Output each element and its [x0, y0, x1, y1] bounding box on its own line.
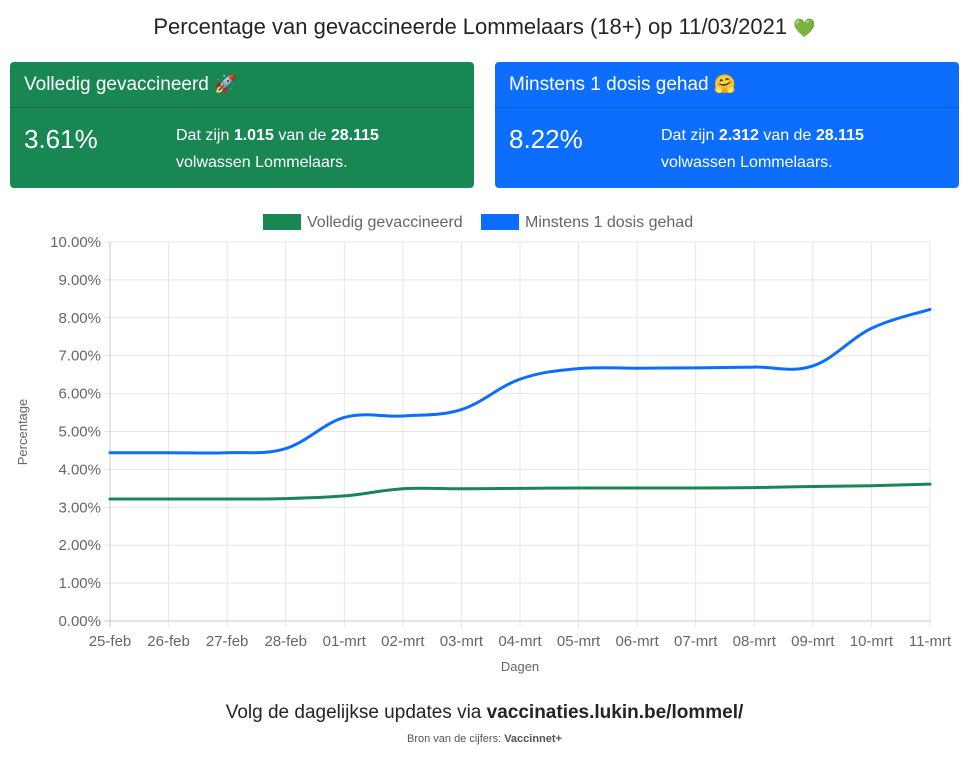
y-tick-label: 9.00%: [58, 272, 101, 289]
x-tick-label: 01-mrt: [323, 633, 367, 650]
fully-vaccinated-count: 1.015: [233, 127, 274, 144]
x-tick-label: 27-feb: [206, 633, 249, 650]
y-tick-label: 4.00%: [58, 461, 101, 478]
x-tick-label: 28-feb: [264, 633, 307, 650]
desc-suffix: volwassen Lommelaars.: [176, 154, 348, 171]
series-line-one-dose: [108, 307, 932, 455]
x-tick-label: 04-mrt: [498, 633, 542, 650]
page-title: Percentage van gevaccineerde Lommelaars …: [0, 14, 969, 40]
card-one-dose-body: 8.22% Dat zijn 2.312 van de 28.115 volwa…: [495, 108, 959, 188]
y-tick-label: 7.00%: [58, 348, 101, 365]
legend-swatch-one-dose: [481, 214, 519, 230]
green-heart-icon: 💚: [793, 18, 816, 39]
x-tick-label: 08-mrt: [733, 633, 777, 650]
card-fully-vaccinated-body: 3.61% Dat zijn 1.015 van de 28.115 volwa…: [10, 108, 474, 188]
y-tick-label: 8.00%: [58, 310, 101, 327]
legend-label-one-dose: Minstens 1 dosis gehad: [525, 214, 693, 231]
y-axis-title: Percentage: [15, 399, 30, 466]
updates-link[interactable]: vaccinaties.lukin.be/lommel/: [486, 702, 744, 723]
desc-prefix: Dat zijn: [176, 127, 230, 144]
y-tick-label: 2.00%: [58, 537, 101, 554]
x-tick-label: 26-feb: [147, 633, 190, 650]
source-name: Vaccinnet+: [504, 733, 562, 745]
x-tick-label: 06-mrt: [615, 633, 659, 650]
x-tick-label: 25-feb: [89, 633, 132, 650]
desc-suffix: volwassen Lommelaars.: [661, 154, 833, 171]
adult-total: 28.115: [815, 127, 864, 144]
source-prefix: Bron van de cijfers:: [406, 733, 502, 745]
card-fully-vaccinated-title: Volledig gevaccineerd: [24, 74, 209, 95]
one-dose-percentage: 8.22%: [509, 124, 583, 154]
legend-label-fully-vaccinated: Volledig gevaccineerd: [307, 214, 463, 231]
footer-prefix: Volg de dagelijkse updates via: [225, 702, 482, 723]
desc-mid: van de: [278, 127, 327, 144]
x-tick-label: 03-mrt: [440, 633, 484, 650]
desc-prefix: Dat zijn: [661, 127, 715, 144]
one-dose-count: 2.312: [718, 127, 759, 144]
one-dose-description: Dat zijn 2.312 van de 28.115 volwassen L…: [661, 122, 864, 176]
x-tick-label: 05-mrt: [557, 633, 601, 650]
card-one-dose-title: Minstens 1 dosis gehad: [509, 74, 709, 95]
y-tick-label: 3.00%: [58, 499, 101, 516]
y-tick-label: 6.00%: [58, 386, 101, 403]
vaccination-line-chart: 0.00% 1.00% 2.00% 3.00% 4.00% 5.00% 6.00% 7.00%…: [15, 214, 952, 674]
y-tick-label: 10.00%: [50, 234, 101, 251]
y-tick-label: 0.00%: [58, 613, 101, 630]
x-tick-label: 09-mrt: [791, 633, 835, 650]
page-title-text: Percentage van gevaccineerde Lommelaars …: [153, 14, 788, 39]
x-tick-label: 07-mrt: [674, 633, 718, 650]
fully-vaccinated-percentage: 3.61%: [24, 124, 98, 154]
fully-vaccinated-description: Dat zijn 1.015 van de 28.115 volwassen L…: [176, 122, 379, 176]
card-one-dose: Minstens 1 dosis gehad 🤗 8.22% Dat zijn …: [495, 62, 959, 188]
x-tick-label: 02-mrt: [381, 633, 425, 650]
card-fully-vaccinated-header: Volledig gevaccineerd 🚀: [10, 62, 474, 108]
hugging-face-icon: 🤗: [713, 74, 737, 95]
series-line-fully-vaccinated: [108, 482, 932, 501]
source-note: Bron van de cijfers: Vaccinnet+: [0, 733, 969, 745]
legend-swatch-fully-vaccinated: [263, 214, 301, 230]
adult-total: 28.115: [330, 127, 379, 144]
x-axis-title: Dagen: [501, 659, 539, 674]
footer-updates: Volg de dagelijkse updates via vaccinati…: [0, 702, 969, 724]
y-tick-label: 5.00%: [58, 424, 101, 441]
x-tick-label: 10-mrt: [850, 633, 894, 650]
rocket-icon: 🚀: [214, 74, 237, 95]
desc-mid: van de: [763, 127, 812, 144]
card-one-dose-header: Minstens 1 dosis gehad 🤗: [495, 62, 959, 108]
card-fully-vaccinated: Volledig gevaccineerd 🚀 3.61% Dat zijn 1…: [10, 62, 474, 188]
x-tick-label: 11-mrt: [909, 633, 952, 650]
y-tick-label: 1.00%: [58, 575, 101, 592]
